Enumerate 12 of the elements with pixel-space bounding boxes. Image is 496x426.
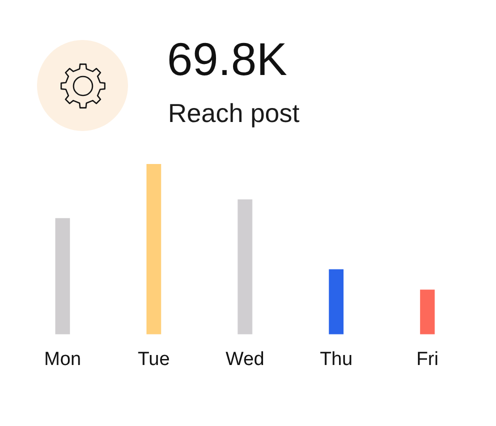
x-tick-label: Fri [416, 348, 438, 370]
bar [420, 290, 435, 334]
bar [328, 269, 344, 334]
x-tick-label: Mon [44, 348, 82, 370]
bar [146, 164, 162, 334]
chart-title: 69.8K [167, 33, 288, 85]
bar [55, 218, 70, 334]
bar [238, 199, 252, 334]
x-tick-label: Wed [226, 348, 264, 370]
chart-subtitle: Reach post [168, 98, 300, 128]
x-tick-label: Thu [320, 348, 353, 370]
x-tick-label: Tue [138, 348, 170, 370]
